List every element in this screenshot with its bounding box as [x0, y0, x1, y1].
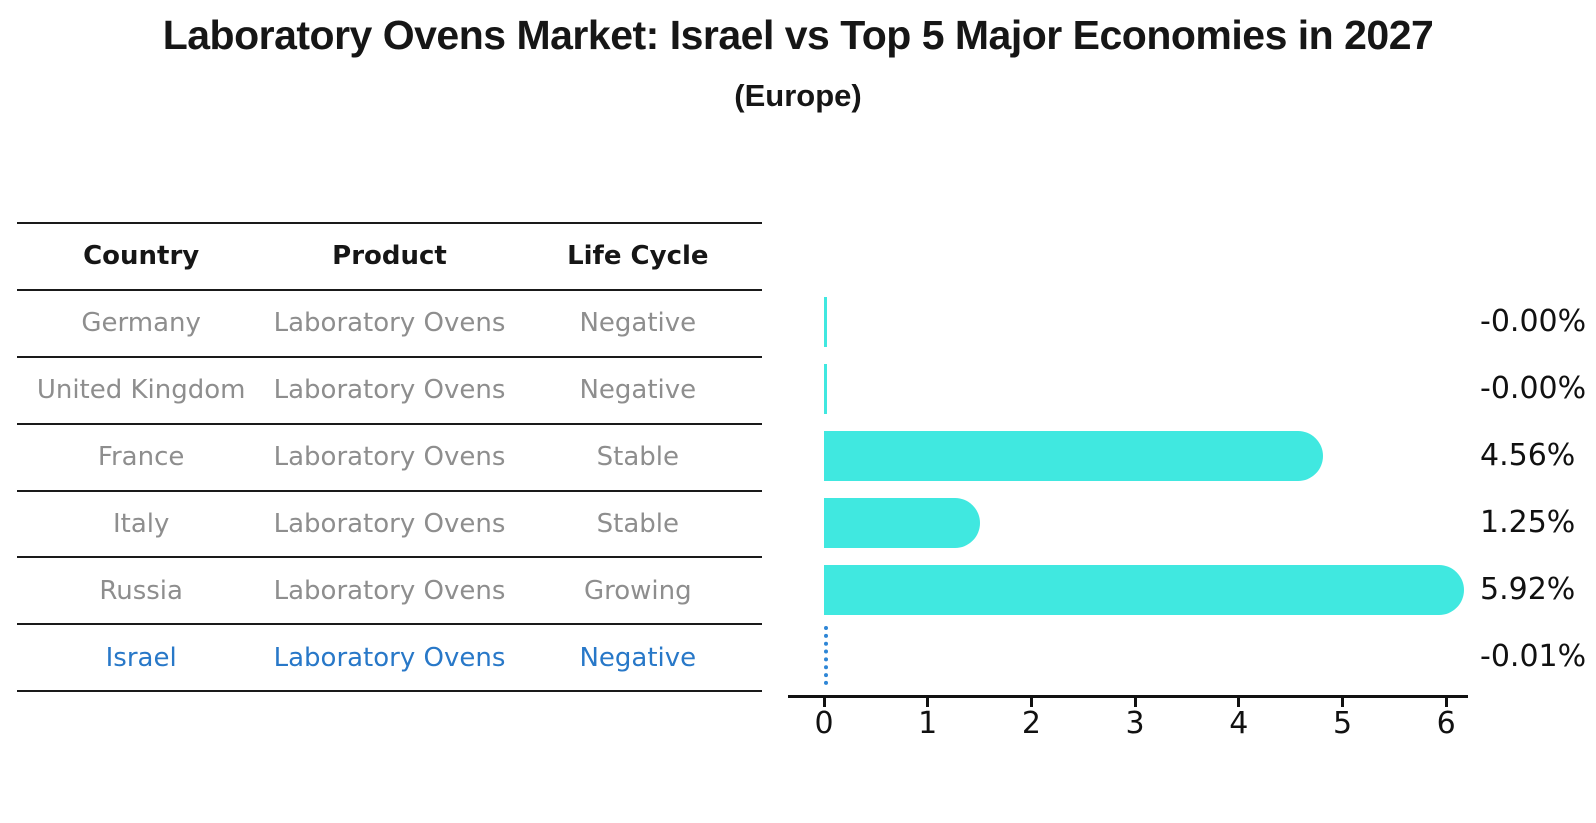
product-cell: Laboratory Ovens [273, 642, 506, 673]
product-cell: Laboratory Ovens [273, 308, 506, 339]
product-cell: Laboratory Ovens [273, 575, 506, 606]
x-tick-label-4: 4 [1229, 706, 1249, 741]
country-cell: France [97, 442, 185, 473]
value-label-italy: 1.25% [1480, 505, 1576, 541]
table-row-united-kingdom: United Kingdom Laboratory Ovens Negative [17, 355, 762, 423]
country-cell: Italy [112, 509, 170, 539]
bar-italy [824, 497, 980, 548]
x-tick-4 [1237, 697, 1241, 707]
country-cell: United Kingdom [36, 375, 246, 406]
table-row-france: France Laboratory Ovens Stable [17, 422, 762, 490]
column-header-product: Product [332, 241, 447, 272]
column-header-country: Country [83, 241, 200, 272]
country-cell: Israel [105, 642, 177, 673]
lifecycle-cell: Negative [579, 642, 697, 673]
x-tick-label-6: 6 [1436, 706, 1456, 741]
bar-germany [824, 296, 827, 347]
country-table: Country Product Life Cycle Germany Laborato… [17, 222, 762, 693]
bar-russia [824, 564, 1464, 615]
x-tick-label-3: 3 [1125, 706, 1145, 741]
x-tick-0 [822, 697, 826, 707]
value-label-russia: 5.92% [1480, 572, 1576, 608]
chart-title: Laboratory Ovens Market: Israel vs Top 5… [162, 12, 1434, 58]
x-tick-label-0: 0 [814, 706, 834, 741]
lifecycle-cell: Stable [596, 509, 679, 539]
x-tick-2 [1029, 697, 1033, 707]
value-label-germany: -0.00% [1480, 304, 1587, 340]
x-tick-label-2: 2 [1021, 706, 1041, 741]
product-cell: Laboratory Ovens [273, 375, 506, 406]
bar-united-kingdom [824, 363, 827, 414]
chart-subtitle: (Europe) [734, 78, 862, 113]
value-label-france: 4.56% [1480, 438, 1576, 474]
table-row-israel: Israel Laboratory Ovens Negative [17, 623, 762, 690]
product-cell: Laboratory Ovens [273, 509, 506, 539]
lifecycle-cell: Stable [596, 442, 679, 473]
value-label-united-kingdom: -0.00% [1480, 371, 1587, 407]
x-tick-3 [1133, 697, 1137, 707]
table-body: Germany Laboratory Ovens Negative United Ki… [17, 288, 762, 690]
x-tick-6 [1444, 697, 1448, 707]
country-cell: Germany [81, 308, 201, 339]
value-label-israel: -0.01% [1480, 638, 1587, 674]
product-cell: Laboratory Ovens [273, 442, 506, 473]
table-row-russia: Russia Laboratory Ovens Growing [17, 556, 762, 623]
table-row-italy: Italy Laboratory Ovens Stable [17, 489, 762, 557]
x-tick-label-5: 5 [1332, 706, 1353, 741]
x-tick-5 [1341, 697, 1344, 707]
column-header-life-cycle: Life Cycle [567, 241, 709, 272]
bar-france [824, 430, 1323, 481]
bar-israel [824, 626, 828, 685]
lifecycle-cell: Growing [583, 575, 692, 606]
x-tick-1 [926, 697, 930, 707]
table-row-germany: Germany Laboratory Ovens Negative [17, 288, 762, 356]
lifecycle-cell: Negative [579, 375, 697, 406]
country-cell: Russia [99, 575, 183, 606]
lifecycle-cell: Negative [579, 308, 697, 339]
x-tick-label-1: 1 [918, 706, 938, 741]
table-header-row: Country Product Life Cycle [17, 222, 762, 289]
x-axis-line [788, 695, 1468, 698]
